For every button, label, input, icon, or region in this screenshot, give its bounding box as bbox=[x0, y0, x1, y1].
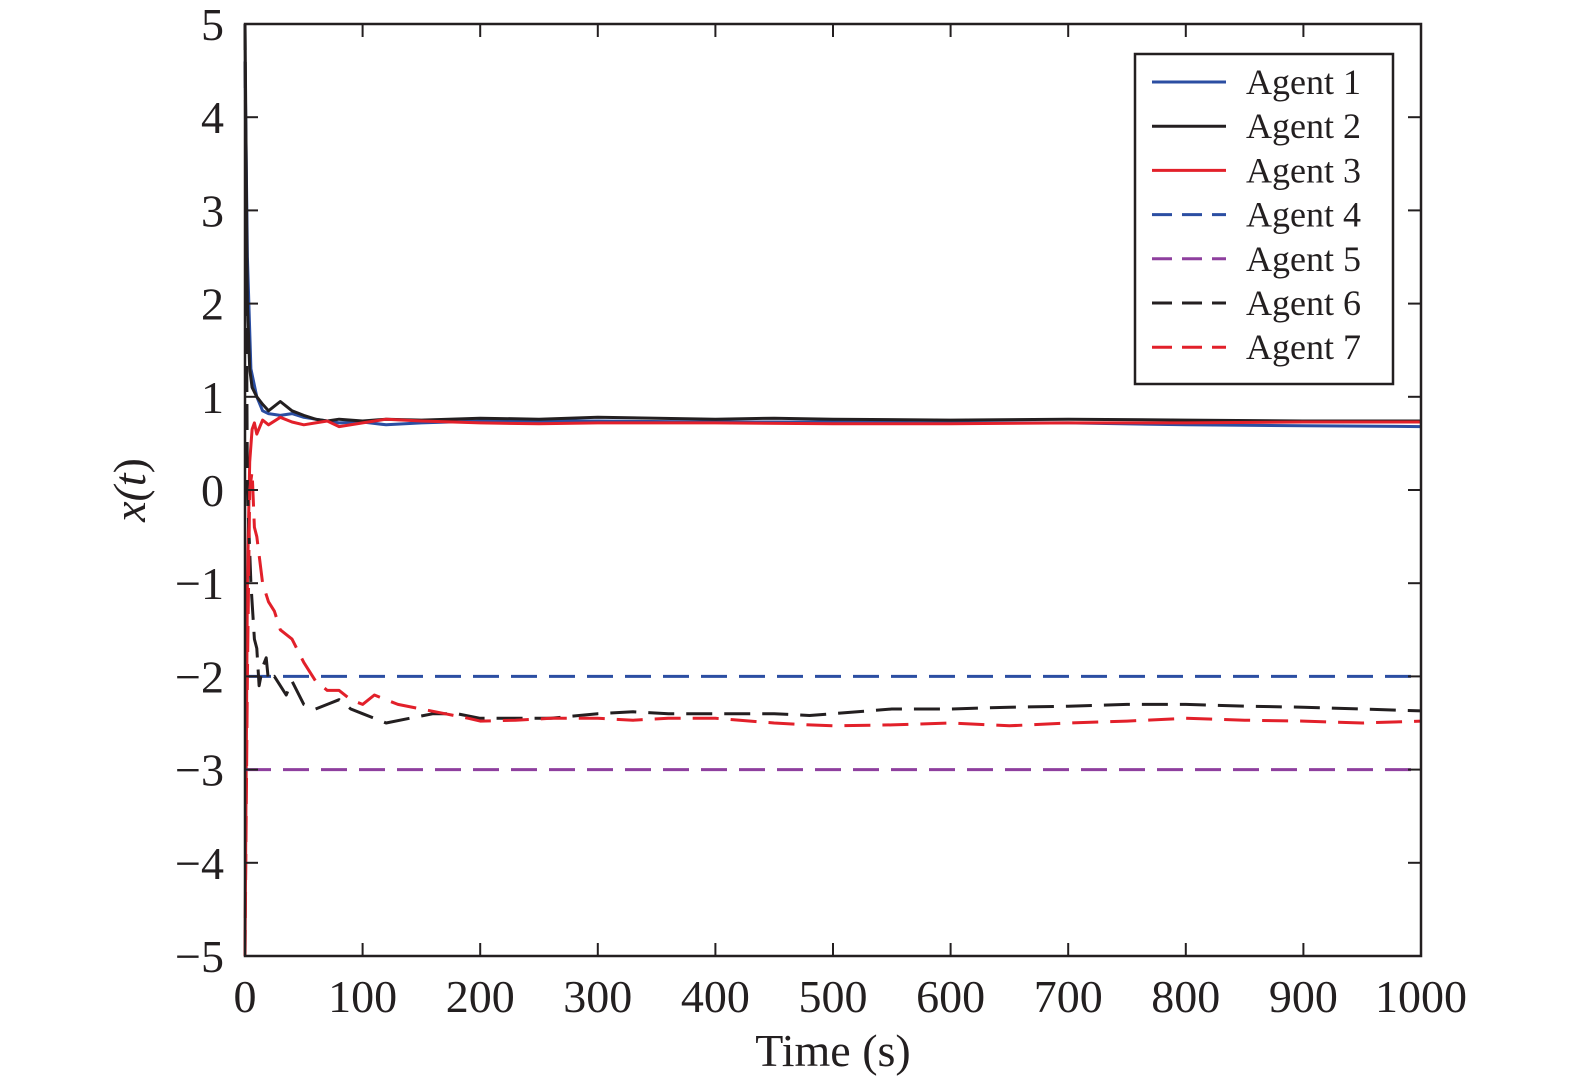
y-tick-label: −3 bbox=[175, 745, 224, 796]
legend-label-agent-6: Agent 6 bbox=[1246, 283, 1361, 323]
y-tick-label: 1 bbox=[201, 372, 224, 423]
y-axis-title: x(t) bbox=[104, 458, 155, 523]
x-tick-label: 500 bbox=[799, 971, 868, 1022]
y-axis-title-part-3: ) bbox=[104, 458, 155, 473]
x-tick-label: 200 bbox=[446, 971, 515, 1022]
y-tick-label: −2 bbox=[175, 651, 224, 702]
tick-layer: 0 100 200 300 400 500 600 700 800 900 1000 5 4 3 2 1 0 −1… bbox=[175, 0, 1467, 1022]
y-tick-label: −5 bbox=[175, 931, 224, 982]
series-line-agent-6 bbox=[243, 23, 1422, 725]
y-axis-title-part-1: x( bbox=[104, 484, 155, 523]
x-tick-label: 100 bbox=[328, 971, 397, 1022]
legend-box bbox=[1133, 52, 1395, 386]
x-tick-label: 800 bbox=[1151, 971, 1220, 1022]
y-tick-label: −1 bbox=[175, 558, 224, 609]
series-line-agent-3 bbox=[243, 415, 1421, 957]
y-tick-label: −4 bbox=[175, 838, 224, 889]
x-tick-label: 1000 bbox=[1375, 971, 1467, 1022]
x-tick-label: 700 bbox=[1034, 971, 1103, 1022]
y-tick-label: 3 bbox=[201, 185, 224, 236]
y-tick-label: 4 bbox=[201, 92, 224, 143]
series-line-agent-7 bbox=[243, 469, 1422, 957]
series-layer bbox=[243, 23, 1422, 957]
x-tick-label: 300 bbox=[563, 971, 632, 1022]
legend-label-agent-2: Agent 2 bbox=[1246, 106, 1361, 146]
x-tick-label: 900 bbox=[1269, 971, 1338, 1022]
legend-label-agent-7: Agent 7 bbox=[1246, 327, 1361, 367]
legend-label-agent-3: Agent 3 bbox=[1246, 150, 1361, 190]
y-tick-label: 2 bbox=[201, 279, 224, 330]
y-tick-label: 0 bbox=[201, 465, 224, 516]
y-axis-title-part-2: t bbox=[104, 472, 155, 486]
legend-label-agent-4: Agent 4 bbox=[1246, 195, 1361, 235]
legend-label-agent-5: Agent 5 bbox=[1246, 239, 1361, 279]
x-tick-label: 600 bbox=[916, 971, 985, 1022]
legend-label-agent-1: Agent 1 bbox=[1246, 62, 1361, 102]
x-axis-title: Time (s) bbox=[755, 1025, 911, 1076]
y-tick-label: 5 bbox=[201, 0, 224, 50]
x-tick-label: 0 bbox=[234, 971, 257, 1022]
x-tick-label: 400 bbox=[681, 971, 750, 1022]
